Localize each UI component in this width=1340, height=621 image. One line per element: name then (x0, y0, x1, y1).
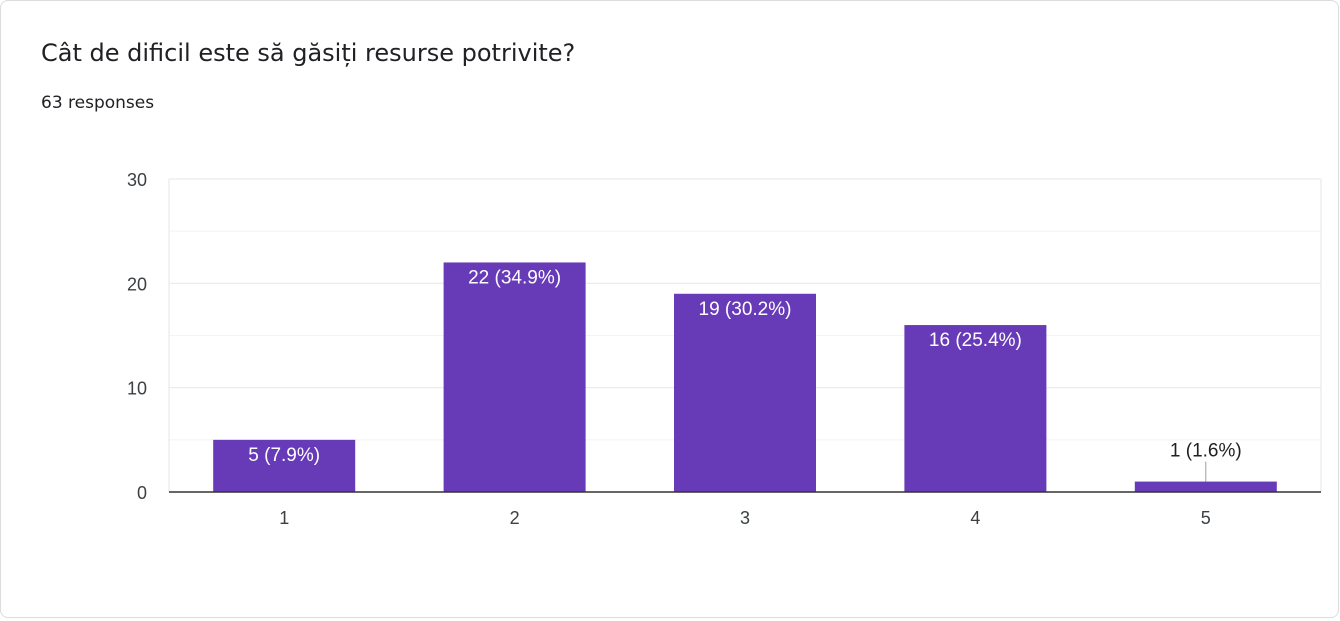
x-tick-label: 4 (970, 508, 980, 528)
y-tick-label: 30 (127, 170, 147, 190)
x-tick-label: 2 (510, 508, 520, 528)
x-tick-label: 3 (740, 508, 750, 528)
y-tick-label: 20 (127, 274, 147, 294)
question-title: Cât de dificil este să găsiți resurse po… (41, 39, 576, 67)
data-label: 22 (34.9%) (468, 267, 561, 288)
bar (213, 439, 356, 492)
bar (443, 262, 586, 492)
data-label: 5 (7.9%) (248, 445, 320, 466)
data-label: 16 (25.4%) (929, 330, 1022, 351)
data-label: 19 (30.2%) (699, 299, 792, 320)
response-count: 63 responses (41, 93, 155, 113)
x-tick-label: 5 (1201, 508, 1211, 528)
bar (1134, 481, 1277, 492)
bar (674, 293, 816, 492)
y-tick-label: 0 (137, 483, 147, 503)
data-label: 1 (1.6%) (1170, 441, 1242, 462)
x-tick-label: 1 (279, 508, 289, 528)
bar (904, 325, 1047, 492)
y-tick-label: 10 (127, 379, 147, 399)
